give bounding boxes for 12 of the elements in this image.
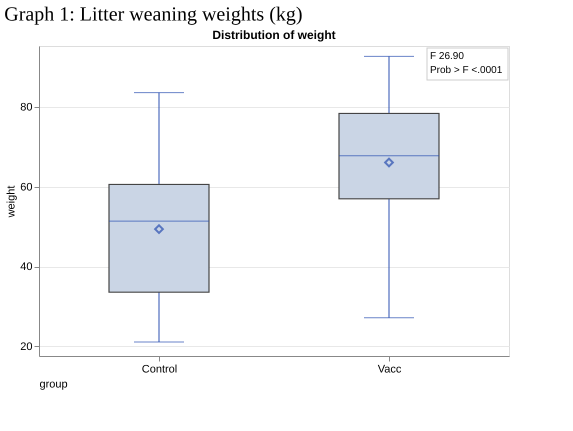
- chart-title: Graph 1: Litter weaning weights (kg): [4, 4, 303, 26]
- y-tick-label: 40: [20, 261, 32, 274]
- x-axis-title: group: [40, 378, 68, 390]
- y-tick-label: 60: [20, 181, 32, 194]
- chart-subtitle: Distribution of weight: [212, 28, 336, 42]
- annotation: Prob > F <.0001: [430, 65, 503, 76]
- y-axis-title: weight: [5, 186, 18, 218]
- annotation: F 26.90: [430, 51, 464, 62]
- y-tick-label: 20: [20, 340, 32, 353]
- x-tick-label: Control: [142, 364, 178, 376]
- x-tick-label: Vacc: [378, 364, 402, 376]
- y-tick-label: 80: [20, 102, 32, 114]
